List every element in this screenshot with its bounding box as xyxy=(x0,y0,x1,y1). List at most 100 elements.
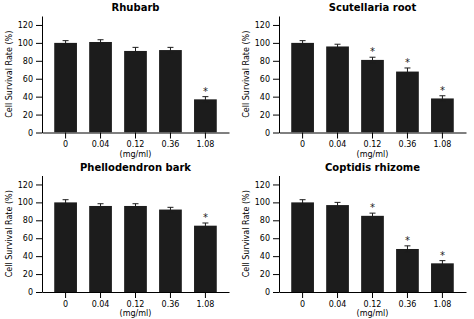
y-tick-mark xyxy=(36,274,42,275)
x-tick-label: 1.08 xyxy=(434,300,452,309)
error-cap xyxy=(439,266,445,267)
y-tick-mark xyxy=(36,256,42,257)
bar xyxy=(159,210,182,292)
y-tick-mark xyxy=(36,292,42,293)
marks xyxy=(54,40,217,133)
x-tick-label: 0.12 xyxy=(364,300,382,309)
error-bar xyxy=(167,47,173,52)
y-tick-label: 80 xyxy=(23,57,33,66)
bar xyxy=(326,46,349,132)
significance-label: * xyxy=(370,202,375,213)
error-bar xyxy=(202,223,208,228)
x-tick: 0.36 xyxy=(399,292,417,309)
error-cap xyxy=(370,62,376,63)
y-tick: 0 xyxy=(265,129,279,138)
error-cap xyxy=(404,252,410,253)
panel: 00.040.120.361.08020406080100120*Rhubarb… xyxy=(5,2,230,159)
y-tick: 0 xyxy=(28,288,42,297)
x-tick-mark xyxy=(65,133,66,139)
x-tick: 0.12 xyxy=(364,292,382,309)
error-line xyxy=(205,223,206,228)
y-tick-mark xyxy=(273,256,279,257)
bar xyxy=(291,202,314,292)
y-tick-label: 80 xyxy=(260,216,270,225)
bar xyxy=(396,249,419,292)
y-tick: 20 xyxy=(23,270,42,279)
significance-label: * xyxy=(440,85,445,96)
y-tick-mark xyxy=(273,274,279,275)
x-tick-label: 0.12 xyxy=(127,140,145,149)
y-axis-line xyxy=(279,176,280,293)
significance-label: * xyxy=(203,212,208,223)
y-tick-label: 0 xyxy=(28,129,33,138)
y-axis: 020406080100120 xyxy=(255,176,280,297)
error-cap xyxy=(335,48,341,49)
y-tick: 0 xyxy=(28,129,42,138)
error-bar xyxy=(300,41,306,45)
panel: 00.040.120.361.08020406080100120*Phellod… xyxy=(5,162,230,319)
x-tick-mark xyxy=(205,292,206,298)
title: Phellodendron bark xyxy=(80,162,191,173)
y-tick: 20 xyxy=(260,270,279,279)
error-bar xyxy=(335,202,341,207)
y-tick-mark xyxy=(36,220,42,221)
error-line xyxy=(100,204,101,208)
x-tick-mark xyxy=(65,292,66,298)
y-tick-label: 20 xyxy=(23,270,33,279)
error-bar xyxy=(63,41,69,45)
y-tick: 100 xyxy=(255,198,279,207)
y-tick-mark xyxy=(273,43,279,44)
error-line xyxy=(302,41,303,45)
y-tick: 100 xyxy=(255,39,279,48)
x-tick-label: 0 xyxy=(63,300,68,309)
y-tick: 80 xyxy=(23,216,42,225)
error-bar xyxy=(300,200,306,205)
x-tick: 0.04 xyxy=(329,292,347,309)
error-bar xyxy=(133,204,139,208)
y-tick: 120 xyxy=(18,181,42,190)
y-tick-label: 60 xyxy=(260,234,270,243)
y-tick: 40 xyxy=(23,252,42,261)
error-line xyxy=(407,68,408,75)
significance-label: * xyxy=(405,57,410,68)
x-tick: 0.12 xyxy=(127,133,145,150)
y-tick: 80 xyxy=(23,57,42,66)
y-tick-label: 100 xyxy=(18,39,33,48)
x-tick-label: 0.04 xyxy=(329,140,347,149)
y-tick: 40 xyxy=(260,252,279,261)
y-tick-label: 40 xyxy=(260,252,270,261)
y-tick-label: 120 xyxy=(255,21,270,30)
error-cap xyxy=(300,45,306,46)
error-cap xyxy=(63,199,69,200)
x-tick-label: 0.36 xyxy=(162,300,180,309)
error-bar xyxy=(98,40,104,44)
bar xyxy=(396,72,419,133)
y-tick-mark xyxy=(273,97,279,98)
x-tick: 0.12 xyxy=(127,292,145,309)
y-tick-mark xyxy=(36,133,42,134)
bar xyxy=(326,205,349,292)
x-axis: 00.040.120.361.08 xyxy=(280,292,467,309)
x-tick: 0.36 xyxy=(399,133,417,150)
y-tick-label: 120 xyxy=(255,181,270,190)
y-axis-line xyxy=(279,17,280,134)
error-bar xyxy=(404,246,410,252)
bar xyxy=(431,263,454,292)
y-tick: 120 xyxy=(255,181,279,190)
x-tick: 0 xyxy=(63,133,68,150)
error-line xyxy=(337,202,338,207)
y-tick-label: 40 xyxy=(23,93,33,102)
significance-label: * xyxy=(203,86,208,97)
error-cap xyxy=(63,45,69,46)
significance-labels: *** xyxy=(370,46,445,96)
x-tick: 0 xyxy=(300,133,305,150)
x-tick: 0.36 xyxy=(162,133,180,150)
error-bar xyxy=(439,261,445,266)
y-axis-title: Cell Survival Rate (%) xyxy=(242,31,251,118)
x-tick-mark xyxy=(205,133,206,139)
x-tick-mark xyxy=(135,133,136,139)
y-tick: 60 xyxy=(260,234,279,243)
y-axis-title: Cell Survival Rate (%) xyxy=(242,190,251,277)
y-tick-label: 20 xyxy=(260,270,270,279)
error-line xyxy=(407,246,408,252)
